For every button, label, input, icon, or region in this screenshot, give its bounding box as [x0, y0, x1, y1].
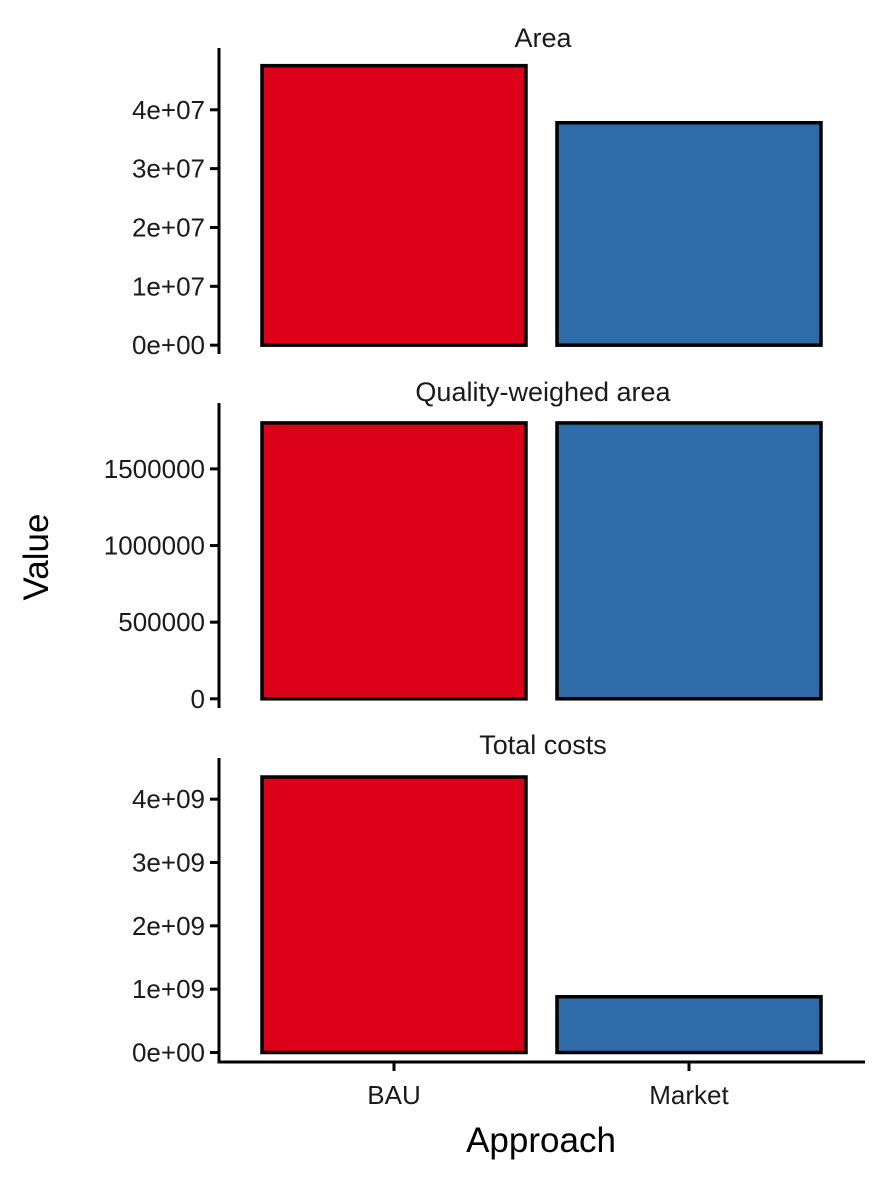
- facet-panel: Quality-weighed area 0 500000 1000000 150000…: [104, 377, 823, 714]
- y-tick-label: 0: [191, 684, 205, 714]
- facet-title: Total costs: [479, 730, 607, 760]
- x-axis: BAU Market: [217, 1060, 865, 1110]
- y-tick-label: 1e+07: [132, 271, 205, 301]
- y-tick-label: 1000000: [104, 531, 205, 561]
- y-tick-label: 1500000: [104, 454, 205, 484]
- y-tick-label: 4e+07: [132, 95, 205, 125]
- bar-bau: [260, 421, 528, 701]
- y-tick-label: 1e+09: [132, 974, 205, 1004]
- y-tick-label: 500000: [118, 607, 205, 637]
- y-tick-label: 2e+07: [132, 212, 205, 242]
- y-tick-label: 0e+00: [132, 1038, 205, 1068]
- x-tick-label-market: Market: [649, 1080, 729, 1110]
- facet-panels: Area 0e+00 1e+07 2e+07 3e+07 4e+07 Quality-wei…: [104, 23, 823, 1068]
- facet-panel: Total costs 0e+00 1e+09 2e+09 3e+09 4e+09: [132, 730, 823, 1068]
- y-tick-label: 4e+09: [132, 784, 205, 814]
- bar-bau: [260, 63, 528, 347]
- bar-market: [555, 421, 823, 701]
- bar-market: [555, 995, 823, 1055]
- facet-title: Area: [514, 23, 572, 53]
- y-tick-label: 3e+07: [132, 154, 205, 184]
- bar-market: [555, 120, 823, 347]
- y-tick-label: 0e+00: [132, 330, 205, 360]
- bar-bau: [260, 775, 528, 1055]
- y-tick-label: 2e+09: [132, 911, 205, 941]
- x-axis-title: Approach: [466, 1121, 616, 1160]
- facet-title: Quality-weighed area: [415, 377, 671, 407]
- y-axis-title: Value: [17, 514, 56, 601]
- y-tick-label: 3e+09: [132, 848, 205, 878]
- x-tick-label-bau: BAU: [367, 1080, 420, 1110]
- facet-panel: Area 0e+00 1e+07 2e+07 3e+07 4e+07: [132, 23, 823, 360]
